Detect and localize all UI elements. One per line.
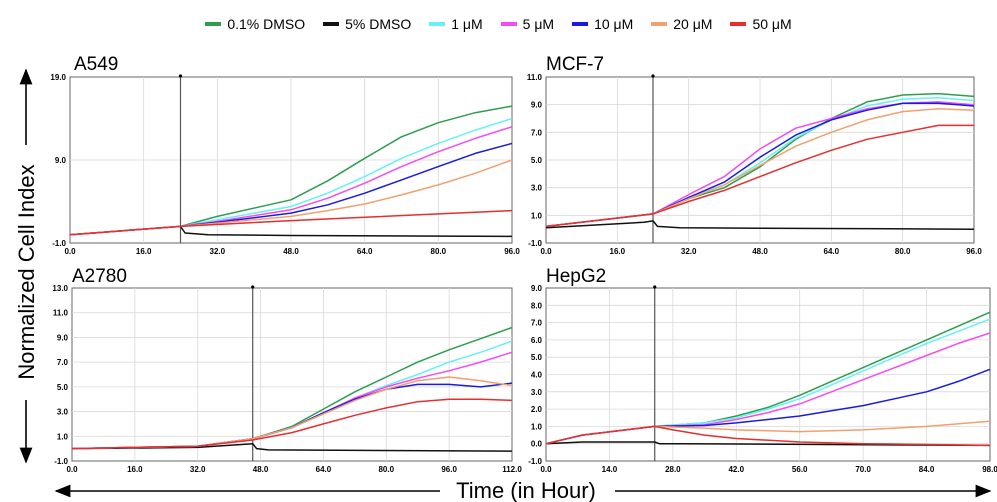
x-tick-label: 32.0 — [210, 247, 226, 256]
panel-a2780: 0.0 16.0 32.0 48.0 64.0 80.0 96.0 112.0 -1.0 1.0 3… — [52, 266, 522, 474]
x-tick-label: 96.0 — [441, 465, 457, 474]
x-tick-label: 0.0 — [64, 247, 76, 256]
x-tick-label: 16.0 — [610, 247, 626, 256]
y-tick-label: 9.0 — [57, 333, 69, 342]
panel-title: MCF-7 — [546, 54, 604, 75]
panel-title: A2780 — [72, 266, 127, 287]
y-axis-title: Normalized Cell Index — [14, 164, 39, 379]
x-tick-label: 64.0 — [316, 465, 332, 474]
y-tick-label: 9.0 — [531, 284, 543, 293]
panel-title: HepG2 — [546, 266, 606, 287]
x-tick-label: 42.0 — [728, 465, 744, 474]
y-tick-label: 4.0 — [531, 371, 543, 380]
x-tick-label: 70.0 — [855, 465, 871, 474]
y-tick-label: 11.0 — [53, 309, 69, 318]
y-tick-label: 3.0 — [531, 184, 543, 193]
x-tick-label: 48.0 — [283, 247, 299, 256]
y-tick-label: 5.0 — [531, 156, 543, 165]
x-tick-label: 48.0 — [752, 247, 768, 256]
y-tick-label: 7.0 — [531, 319, 543, 328]
y-tick-label: 13.0 — [52, 284, 68, 293]
y-tick-label: 8.0 — [531, 301, 543, 310]
x-tick-label: 16.0 — [127, 465, 143, 474]
event-marker-dot — [251, 285, 254, 288]
x-tick-label: 14.0 — [602, 465, 618, 474]
y-tick-label: -1.0 — [54, 457, 68, 466]
event-marker-dot — [651, 74, 654, 77]
x-tick-label: 0.0 — [540, 465, 552, 474]
panel-title: A549 — [74, 54, 118, 75]
y-tick-label: 5.0 — [531, 353, 543, 362]
x-tick-label: 64.0 — [357, 247, 373, 256]
y-tick-label: 1.0 — [531, 211, 543, 220]
event-marker-dot — [179, 74, 182, 77]
y-tick-label: -1.0 — [52, 239, 66, 248]
x-tick-label: 32.0 — [681, 247, 697, 256]
x-tick-label: 0.0 — [66, 465, 78, 474]
x-tick-label: 80.0 — [895, 247, 911, 256]
x-tick-label: 56.0 — [792, 465, 808, 474]
event-marker-dot — [653, 285, 656, 288]
x-tick-label: 16.0 — [136, 247, 152, 256]
y-tick-label: 5.0 — [57, 383, 69, 392]
y-tick-label: 7.0 — [531, 128, 543, 137]
y-tick-label: 11.0 — [527, 73, 543, 82]
x-tick-label: 64.0 — [824, 247, 840, 256]
x-tick-label: 80.0 — [431, 247, 447, 256]
y-tick-label: -1.0 — [528, 457, 542, 466]
x-tick-label: 0.0 — [540, 247, 552, 256]
y-tick-label: 6.0 — [531, 336, 543, 345]
y-tick-label: 9.0 — [531, 101, 543, 110]
y-tick-label: 3.0 — [531, 388, 543, 397]
y-tick-label: 1.0 — [531, 422, 543, 431]
y-tick-label: -1.0 — [528, 239, 542, 248]
x-tick-label: 96.0 — [504, 247, 520, 256]
x-tick-label: 84.0 — [919, 465, 935, 474]
x-tick-label: 98.0 — [982, 465, 997, 474]
x-tick-label: 96.0 — [966, 247, 982, 256]
y-tick-label: 7.0 — [57, 358, 69, 367]
y-tick-label: 0.0 — [531, 440, 543, 449]
plot-frame — [72, 288, 512, 461]
panel-hepg2: 0.0 14.0 28.0 42.0 56.0 70.0 84.0 98.0-1.00.01.… — [528, 266, 997, 474]
x-tick-label: 28.0 — [665, 465, 681, 474]
y-tick-label: 1.0 — [57, 432, 69, 441]
panel-mcf-7: 0.0 16.0 32.0 48.0 64.0 80.0 96.0 -1.0 1.0 3.0 5.0… — [527, 54, 982, 256]
y-tick-label: 2.0 — [531, 405, 543, 414]
x-tick-label: 48.0 — [253, 465, 269, 474]
panel-a549: 0.0 16.0 32.0 48.0 64.0 80.0 96.0 -1.0 9.0 19.0 A5… — [50, 54, 520, 256]
y-tick-label: 9.0 — [55, 156, 67, 165]
x-axis-title: Time (in Hour) — [456, 478, 596, 502]
x-tick-label: 80.0 — [378, 465, 394, 474]
y-tick-label: 3.0 — [57, 408, 69, 417]
x-tick-label: 32.0 — [190, 465, 206, 474]
x-tick-label: 112.0 — [502, 465, 522, 474]
y-tick-label: 19.0 — [50, 73, 66, 82]
